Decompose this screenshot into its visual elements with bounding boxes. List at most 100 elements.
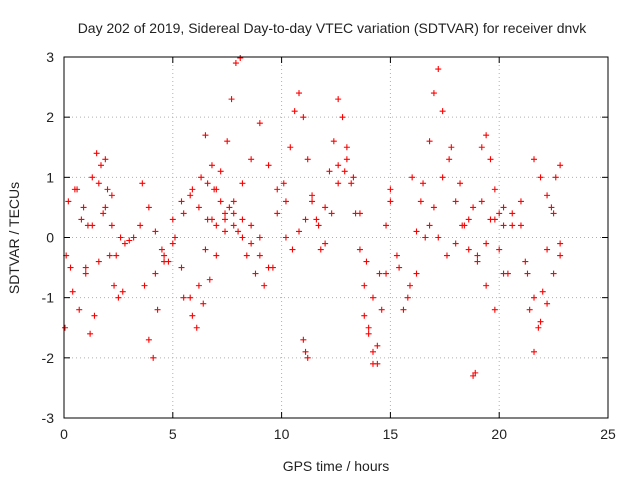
data-point [206,276,213,283]
data-point [383,270,390,277]
data-point [302,216,309,223]
data-point [187,294,194,301]
series-track-G [152,210,263,331]
data-points [62,55,564,379]
data-point [139,180,146,187]
series-track-H [180,198,276,319]
data-point [335,162,342,169]
series-track-F [139,55,244,265]
data-point [208,216,215,223]
data-point [356,246,363,253]
data-point [365,324,372,331]
data-point [474,252,481,259]
data-point [130,234,137,241]
data-point [208,162,215,169]
x-tick-label: 5 [169,426,177,442]
series-track-I [202,120,289,217]
data-point [483,240,490,247]
data-point [222,216,229,223]
data-point [369,294,376,301]
data-point [274,210,281,217]
data-point [439,174,446,181]
data-point [102,204,109,211]
data-point [522,258,529,265]
data-point [483,132,490,139]
data-point [465,216,472,223]
data-point [300,114,307,121]
data-point [137,222,144,229]
data-point [239,216,246,223]
data-point [248,222,255,229]
data-point [356,210,363,217]
data-point [404,294,411,301]
data-point [100,210,107,217]
y-tick-label: 2 [46,109,54,125]
data-point [237,55,244,61]
data-point [154,306,161,313]
data-point [193,324,200,331]
data-point [78,216,85,223]
data-point [470,204,477,211]
data-point [374,342,381,349]
data-point [180,210,187,217]
data-point [222,210,229,217]
data-point [400,306,407,313]
data-point [104,186,111,193]
data-point [287,144,294,151]
data-point [313,216,320,223]
data-point [265,162,272,169]
data-point [145,204,152,211]
data-point [322,204,329,211]
data-point [387,198,394,205]
data-point [361,282,368,289]
data-point [195,282,202,289]
data-point [296,90,303,97]
data-point [296,228,303,235]
data-point [461,222,468,229]
data-point [102,156,109,163]
data-point [115,294,122,301]
data-point [239,234,246,241]
y-tick-label: -2 [42,350,55,366]
data-point [309,198,316,205]
data-point [361,312,368,319]
chart-title: Day 202 of 2019, Sidereal Day-to-day VTE… [78,20,588,36]
data-point [524,270,531,277]
data-point [252,270,259,277]
data-point [491,186,498,193]
data-point [82,264,89,271]
data-point [189,312,196,319]
series-track-U [517,162,564,355]
data-point [198,174,205,181]
data-point [178,264,185,271]
y-axis-label: SDTVAR / TECUs [6,182,22,294]
data-point [189,186,196,193]
data-point [228,96,235,103]
data-point [500,222,507,229]
data-point [152,228,159,235]
series-track-B [65,186,120,337]
data-point [472,369,479,376]
data-point [82,270,89,277]
data-point [341,168,348,175]
data-point [269,264,276,271]
y-tick-label: -3 [42,410,55,426]
data-point [65,198,72,205]
data-point [387,186,394,193]
data-point [117,234,124,241]
data-point [230,210,237,217]
data-point [213,222,220,229]
data-point [393,252,400,259]
data-point [239,180,246,187]
data-point [97,162,104,169]
series-track-E [137,192,272,361]
data-point [496,210,503,217]
data-point [248,240,255,247]
data-point [317,246,324,253]
data-point [478,144,485,151]
data-point [158,246,165,253]
data-point [452,198,459,205]
data-point [282,198,289,205]
data-point [496,246,503,253]
data-point [204,180,211,187]
